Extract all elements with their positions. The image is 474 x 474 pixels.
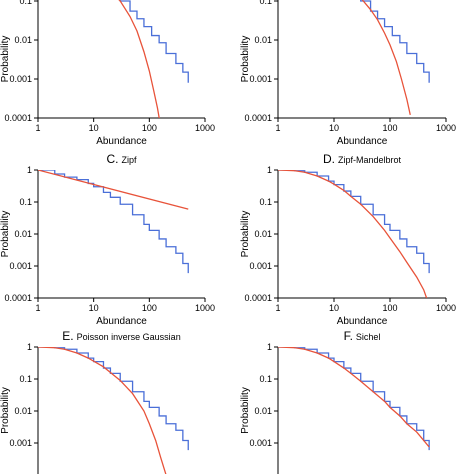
y-tick-label: 0.1 bbox=[19, 374, 32, 384]
observed-series-line bbox=[278, 347, 430, 451]
y-tick-label: 1 bbox=[267, 165, 272, 175]
y-tick-label: 0.01 bbox=[254, 406, 272, 416]
y-axis-label: Probability bbox=[240, 387, 251, 434]
series-group bbox=[278, 347, 430, 451]
y-tick-label: 0.001 bbox=[9, 74, 32, 84]
x-tick-label: 1 bbox=[275, 303, 280, 313]
x-tick-label: 1000 bbox=[195, 303, 215, 313]
y-tick-label: 0.0001 bbox=[244, 113, 272, 123]
x-tick-label: 10 bbox=[329, 123, 339, 133]
y-tick-label: 0.0001 bbox=[4, 113, 32, 123]
panel-2: 0.0001 0.001 0.01 0.1 1 10 100 1000 Abundance Pro… bbox=[240, 0, 456, 147]
x-axis-label: Abundance bbox=[96, 136, 147, 147]
x-tick-label: 10 bbox=[329, 303, 339, 313]
x-tick-label: 1 bbox=[35, 303, 40, 313]
panel-title: C. Zipf bbox=[106, 152, 137, 166]
x-tick-label: 100 bbox=[142, 303, 157, 313]
panel-title-text: Poisson inverse Gaussian bbox=[77, 332, 181, 342]
panel-4: 0.0001 0.001 0.01 0.1 1 1 10 100 1000 Abundance Pr… bbox=[240, 152, 456, 327]
y-tick-label: 0.01 bbox=[254, 35, 272, 45]
y-tick-label: 0.01 bbox=[14, 35, 32, 45]
y-tick-label: 0.1 bbox=[19, 197, 32, 207]
series-group bbox=[118, 0, 189, 118]
series-group bbox=[278, 170, 430, 298]
panel-5: 0.001 0.01 0.1 1 Probability E. Poisson invers… bbox=[0, 329, 189, 474]
y-tick-label: 1 bbox=[27, 342, 32, 352]
observed-series-line bbox=[278, 170, 430, 274]
series-group bbox=[38, 170, 189, 274]
observed-series-line bbox=[38, 170, 189, 274]
y-axis-label: Probability bbox=[240, 36, 251, 83]
x-tick-label: 10 bbox=[89, 123, 99, 133]
fitted-series-line bbox=[361, 0, 411, 116]
y-tick-label: 0.1 bbox=[259, 374, 272, 384]
y-tick-label: 0.1 bbox=[19, 0, 32, 6]
y-axis-label: Probability bbox=[0, 36, 11, 83]
y-tick-label: 0.001 bbox=[249, 74, 272, 84]
panel-1: 0.0001 0.001 0.01 0.1 1 10 100 1000 Abundance Pro… bbox=[0, 0, 215, 147]
series-group bbox=[360, 0, 430, 116]
y-tick-label: 0.001 bbox=[249, 261, 272, 271]
fitted-series-line bbox=[278, 170, 428, 298]
panel-title-text: Zipf bbox=[121, 155, 137, 165]
panel-letter: C. bbox=[106, 152, 118, 166]
observed-series-line bbox=[360, 0, 430, 83]
series-group bbox=[38, 347, 189, 474]
y-tick-label: 0.1 bbox=[259, 0, 272, 6]
x-tick-label: 1 bbox=[35, 123, 40, 133]
panel-6: 0.001 0.01 0.1 1 Probability F. Sichel bbox=[240, 329, 430, 474]
panel-letter: F. bbox=[344, 329, 353, 343]
panel-title: F. Sichel bbox=[344, 329, 381, 343]
observed-series-line bbox=[38, 347, 189, 451]
panel-title-text: Zipf-Mandelbrot bbox=[338, 155, 402, 165]
x-tick-label: 10 bbox=[89, 303, 99, 313]
y-tick-label: 1 bbox=[267, 342, 272, 352]
panel-3: 0.0001 0.001 0.01 0.1 1 1 10 100 1000 Abundance Pr… bbox=[0, 152, 215, 327]
y-axis-label: Probability bbox=[240, 211, 251, 258]
y-tick-label: 0.01 bbox=[14, 229, 32, 239]
panel-title-text: Sichel bbox=[356, 332, 381, 342]
x-axis-label: Abundance bbox=[337, 316, 388, 327]
x-tick-label: 100 bbox=[142, 123, 157, 133]
y-tick-label: 0.01 bbox=[254, 229, 272, 239]
y-tick-label: 0.1 bbox=[259, 197, 272, 207]
panel-letter: E. bbox=[62, 329, 73, 343]
observed-series-line bbox=[119, 0, 189, 83]
fitted-series-line bbox=[38, 170, 189, 210]
x-tick-label: 1000 bbox=[195, 123, 215, 133]
y-axis-label: Probability bbox=[0, 211, 11, 258]
panel-letter: D. bbox=[323, 152, 335, 166]
x-tick-label: 100 bbox=[382, 303, 397, 313]
y-tick-label: 0.0001 bbox=[4, 293, 32, 303]
y-tick-label: 0.001 bbox=[9, 438, 32, 448]
y-tick-label: 1 bbox=[27, 165, 32, 175]
x-tick-label: 1 bbox=[275, 123, 280, 133]
y-tick-label: 0.001 bbox=[249, 438, 272, 448]
x-tick-label: 1000 bbox=[436, 303, 456, 313]
x-axis-label: Abundance bbox=[96, 316, 147, 327]
panel-title: D. Zipf-Mandelbrot bbox=[323, 152, 402, 166]
y-axis-label: Probability bbox=[0, 387, 11, 434]
fitted-series-line bbox=[278, 347, 430, 448]
x-tick-label: 100 bbox=[382, 123, 397, 133]
y-tick-label: 0.01 bbox=[14, 406, 32, 416]
fitted-series-line bbox=[118, 0, 160, 118]
panel-title: E. Poisson inverse Gaussian bbox=[62, 329, 180, 343]
y-tick-label: 0.001 bbox=[9, 261, 32, 271]
fitted-series-line bbox=[38, 347, 167, 474]
x-tick-label: 1000 bbox=[436, 123, 456, 133]
y-tick-label: 0.0001 bbox=[244, 293, 272, 303]
x-axis-label: Abundance bbox=[337, 136, 388, 147]
